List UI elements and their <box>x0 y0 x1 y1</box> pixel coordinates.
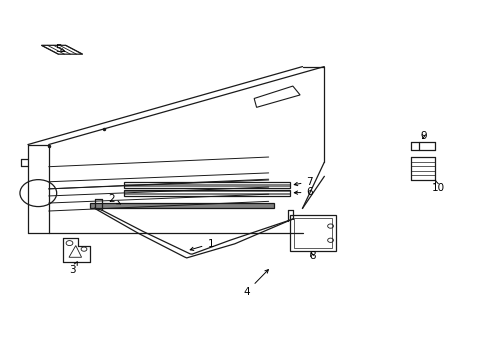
Text: 6: 6 <box>294 188 312 197</box>
Text: 2: 2 <box>108 194 120 204</box>
Text: 3: 3 <box>69 262 77 275</box>
Text: 5: 5 <box>55 44 65 54</box>
Text: 4: 4 <box>243 270 268 297</box>
Text: 8: 8 <box>308 251 315 261</box>
Text: 1: 1 <box>190 239 214 251</box>
Text: 10: 10 <box>430 180 444 193</box>
Text: 7: 7 <box>294 177 312 187</box>
Text: 9: 9 <box>419 131 426 141</box>
